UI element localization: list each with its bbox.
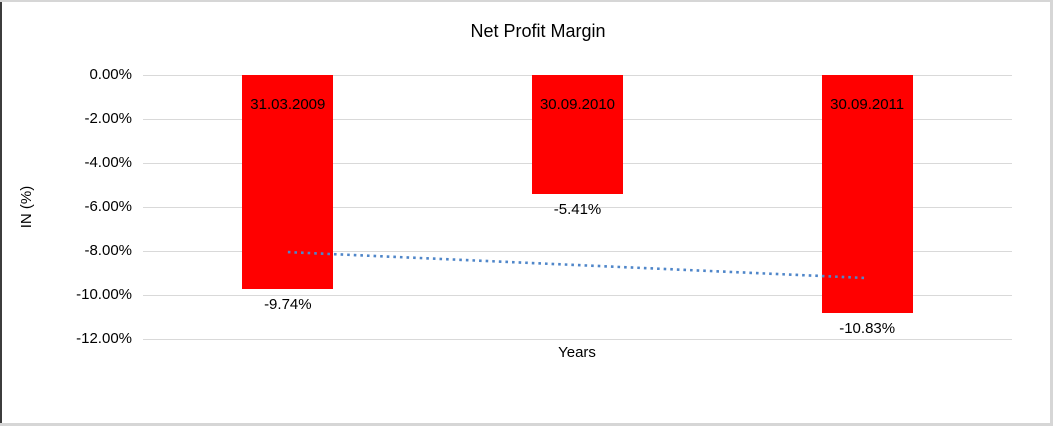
y-tick-label: -12.00%: [76, 330, 132, 347]
bar-value-label: -5.41%: [553, 201, 602, 219]
gridline: [143, 207, 1012, 208]
bar: [532, 75, 623, 195]
x-axis-title: Years: [558, 344, 596, 361]
y-tick-label: -8.00%: [84, 242, 132, 259]
y-tick-label: -4.00%: [84, 154, 132, 171]
gridline: [143, 295, 1012, 296]
trendline-layer: [287, 250, 868, 280]
y-tick-label: 0.00%: [89, 66, 132, 83]
bar-category-label: 30.09.2011: [830, 96, 905, 113]
bar-category-label: 30.09.2010: [539, 96, 616, 113]
y-tick-label: -2.00%: [84, 110, 132, 127]
chart-title: Net Profit Margin: [470, 21, 606, 41]
y-axis-title: IN (%): [18, 185, 35, 229]
bar: [242, 75, 334, 290]
gridline: [143, 339, 1012, 340]
bar-value-label: -9.74%: [264, 296, 312, 314]
bar-category-label: 31.03.2009: [250, 96, 326, 113]
gridline: [143, 251, 1012, 252]
trendline: [287, 250, 868, 280]
bar: [821, 75, 913, 314]
y-tick-label: -6.00%: [84, 198, 132, 215]
bar-value-label: -10.83%: [839, 320, 896, 338]
frame-left-border: [0, 2, 2, 423]
plot-area: 31.03.2009 -9.74% 30.09.2010 -5.41% 30.09.20…: [143, 75, 1012, 340]
y-tick-label: -10.00%: [76, 286, 132, 303]
